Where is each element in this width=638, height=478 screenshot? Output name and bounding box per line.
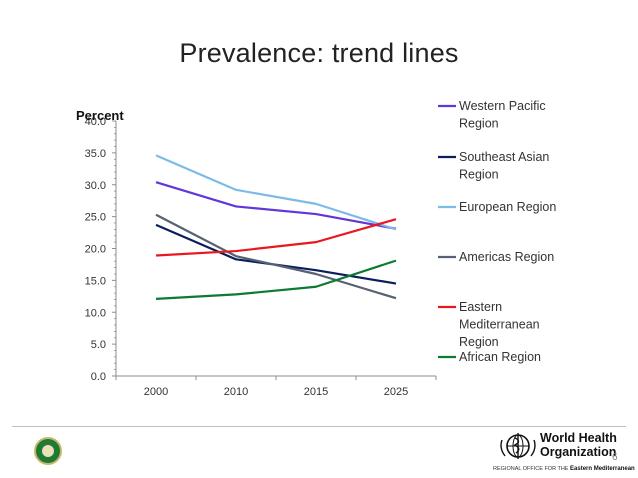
- x-tick-label: 2025: [384, 386, 408, 398]
- legend-label: Americas Region: [459, 250, 554, 264]
- legend-label: European Region: [459, 200, 556, 214]
- series-line-european: [155, 154, 397, 231]
- who-emblem-icon: [500, 433, 536, 459]
- series-line-african: [155, 259, 397, 300]
- y-tick-label: 30.0: [85, 180, 106, 192]
- regional-office-label: REGIONAL OFFICE FOR THE Eastern Mediterr…: [493, 466, 635, 472]
- x-tick-label: 2000: [144, 386, 168, 398]
- emblem-logo: [34, 437, 62, 465]
- region-name: Eastern Mediterranean: [570, 466, 635, 472]
- legend-label: Mediterranean: [459, 318, 540, 332]
- y-tick-label: 5.0: [91, 339, 106, 351]
- series-line-americas: [155, 213, 397, 300]
- who-name-line2: Organization: [540, 445, 617, 459]
- y-axis-label: Percent: [76, 108, 124, 123]
- legend-label: Region: [459, 168, 499, 182]
- x-tick-label: 2015: [304, 386, 328, 398]
- y-tick-label: 20.0: [85, 244, 106, 256]
- legend-label: Western Pacific: [459, 99, 546, 113]
- slide-number: 6: [612, 452, 618, 463]
- footer-divider: [12, 426, 626, 427]
- legend-label: Region: [459, 335, 499, 349]
- y-tick-label: 15.0: [85, 275, 106, 287]
- y-tick-label: 25.0: [85, 212, 106, 224]
- who-name: World Health Organization: [540, 431, 617, 459]
- who-name-line1: World Health: [540, 431, 617, 445]
- regional-office-text: REGIONAL OFFICE FOR THE: [493, 466, 569, 472]
- x-tick-label: 2010: [224, 386, 248, 398]
- legend-label: Region: [459, 117, 499, 131]
- line-chart: 0.0 5.0 10.0 15.0 20.0 25.0 30.0 35.0 40.0 2000 20…: [76, 99, 556, 398]
- legend-label: Eastern: [459, 300, 502, 314]
- legend-label: African Region: [459, 350, 541, 364]
- legend-label: Southeast Asian: [459, 150, 549, 164]
- slide-title: Prevalence: trend lines: [179, 38, 459, 68]
- series-line-western-pacific: [155, 181, 397, 230]
- y-tick-label: 40.0: [85, 116, 106, 128]
- y-tick-label: 10.0: [85, 307, 106, 319]
- y-tick-label: 0.0: [91, 371, 106, 383]
- series-line-eastern-mediterranean: [155, 218, 397, 257]
- y-tick-label: 35.0: [85, 148, 106, 160]
